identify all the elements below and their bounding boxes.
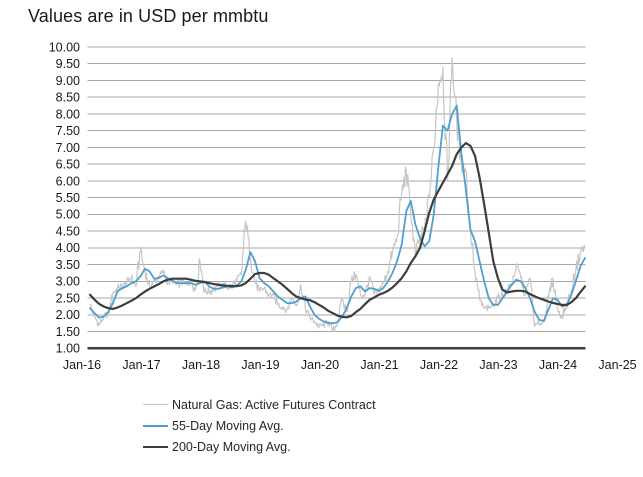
legend-line-icon [143, 404, 168, 405]
y-axis-label: 3.50 [56, 258, 80, 272]
legend-label: 55-Day Moving Avg. [172, 418, 284, 433]
y-axis-label: 4.00 [56, 241, 80, 255]
y-axis-label: 8.50 [56, 91, 80, 105]
x-axis-label: Jan-21 [360, 358, 398, 372]
y-axis-label: 1.00 [56, 342, 80, 356]
x-axis-label: Jan-17 [122, 358, 160, 372]
x-axis-label: Jan-23 [479, 358, 517, 372]
y-axis-label: 1.50 [56, 325, 80, 339]
x-axis-label: Jan-24 [539, 358, 577, 372]
y-axis-label: 6.00 [56, 174, 80, 188]
y-axis-label: 5.00 [56, 208, 80, 222]
legend-label: Natural Gas: Active Futures Contract [172, 397, 376, 412]
x-axis-label: Jan-25 [598, 358, 636, 372]
x-axis-label: Jan-18 [182, 358, 220, 372]
y-axis-label: 7.50 [56, 124, 80, 138]
x-axis-label: Jan-20 [301, 358, 339, 372]
y-axis-label: 3.00 [56, 275, 80, 289]
x-axis-label: Jan-16 [63, 358, 101, 372]
y-axis-label: 5.50 [56, 191, 80, 205]
legend-item-natural-gas-active-futures-contract: Natural Gas: Active Futures Contract [143, 394, 376, 415]
legend: Natural Gas: Active Futures Contract 55-D… [143, 394, 376, 457]
y-axis-label: 2.00 [56, 308, 80, 322]
y-axis-label: 8.00 [56, 107, 80, 121]
chart-title: Values are in USD per mmbtu [28, 6, 269, 26]
x-axis-label: Jan-22 [420, 358, 458, 372]
y-axis-label: 2.50 [56, 291, 80, 305]
y-axis-label: 9.00 [56, 74, 80, 88]
legend-item-200-day-moving-avg: 200-Day Moving Avg. [143, 436, 376, 457]
x-axis-label: Jan-19 [241, 358, 279, 372]
y-axis-label: 4.50 [56, 224, 80, 238]
legend-label: 200-Day Moving Avg. [172, 439, 291, 454]
y-axis-label: 7.00 [56, 141, 80, 155]
legend-item-55-day-moving-avg: 55-Day Moving Avg. [143, 415, 376, 436]
legend-line-icon [143, 424, 168, 427]
series-line-55-day-moving-avg [89, 104, 586, 325]
y-axis-label: 6.50 [56, 158, 80, 172]
y-axis-label: 10.00 [49, 40, 80, 54]
series-line-200-day-moving-avg [88, 142, 587, 319]
y-axis-label: 9.50 [56, 57, 80, 71]
legend-line-icon [143, 445, 168, 448]
